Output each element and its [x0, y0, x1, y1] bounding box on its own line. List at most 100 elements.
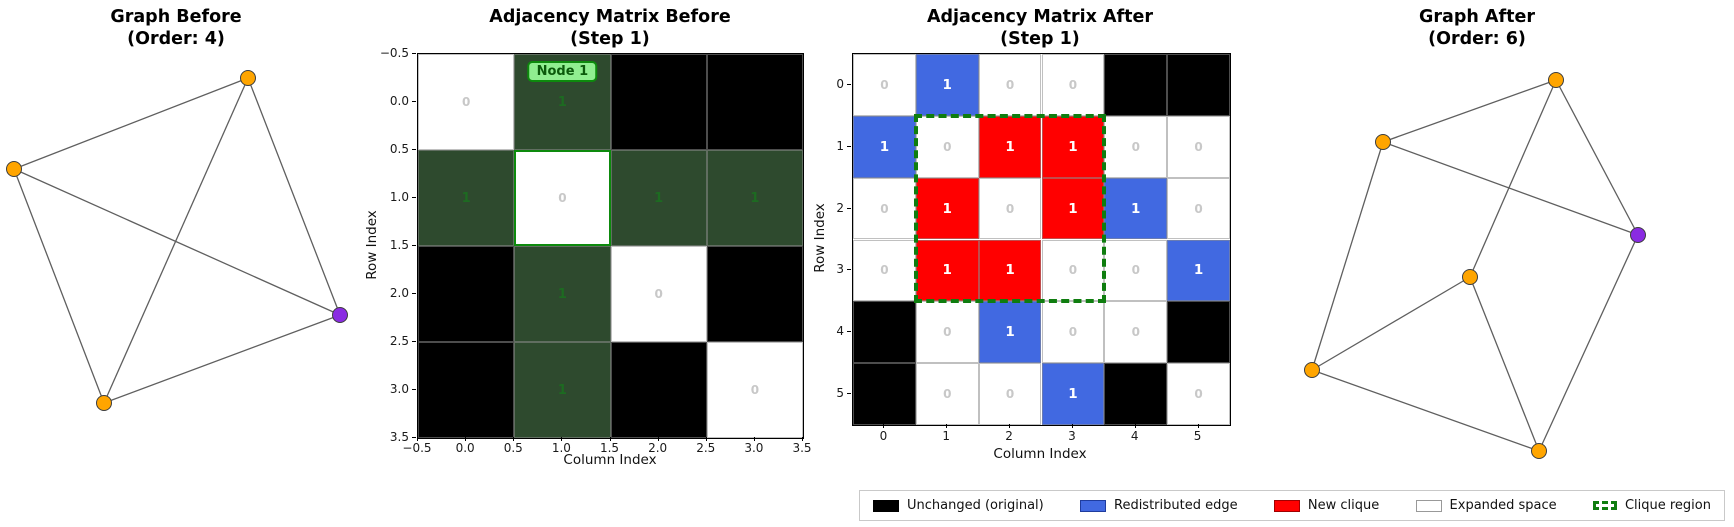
legend-label: Unchanged (original): [907, 498, 1044, 513]
x-tick-mark: [1134, 424, 1136, 428]
title-matrix-after-line2: (Step 1): [1000, 29, 1080, 49]
title-matrix-before: Adjacency Matrix Before (Step 1): [460, 6, 760, 50]
node-1-badge: Node 1: [527, 61, 598, 82]
graph-node-graph_after-4-orange: [1304, 362, 1320, 378]
graph-edge: [1382, 141, 1639, 236]
y-tick-mark: [412, 149, 416, 150]
title-graph-after-line1: Graph After: [1419, 7, 1535, 27]
ylabel-matrix-after: Row Index: [812, 203, 828, 273]
matrix-cell-matrix_after-r2c2: 0: [978, 177, 1042, 240]
legend-item-unchanged-original-: Unchanged (original): [873, 498, 1044, 513]
y-tick-mark: [847, 269, 851, 271]
legend-item-expanded-space: Expanded space: [1415, 498, 1557, 513]
y-tick-label: 1.0: [389, 190, 409, 204]
x-tick-label: 0: [879, 429, 888, 443]
y-tick-label: 0.5: [389, 142, 409, 156]
x-tick-label: 4: [1130, 429, 1139, 443]
matrix-cell-matrix_after-r0c5: [1167, 54, 1230, 116]
legend-item-redistributed-edge: Redistributed edge: [1080, 498, 1238, 513]
y-tick-mark: [412, 293, 416, 294]
graph-edge: [13, 168, 105, 404]
matrix-cell-matrix_after-r1c4: 0: [1104, 115, 1168, 178]
matrix-cell-matrix_after-r1c3: 1: [1041, 115, 1105, 178]
y-tick-label: 2.5: [389, 334, 409, 348]
y-tick-mark: [847, 83, 851, 85]
legend-label: New clique: [1307, 498, 1380, 513]
graph-edge: [1311, 276, 1471, 371]
x-tick-label: −0.5: [402, 441, 432, 455]
matrix-cell-matrix_after-r0c0: 0: [853, 54, 916, 116]
matrix-cell-matrix_before-r1c1: 0: [514, 150, 611, 246]
x-tick-label: 1.0: [551, 441, 571, 455]
clique-region-outline: [913, 113, 1107, 304]
matrix-cell-matrix_after-r1c2: 1: [978, 115, 1042, 178]
x-tick-mark: [657, 437, 659, 441]
x-tick-label: 0.0: [455, 441, 475, 455]
graph-edge: [247, 77, 341, 316]
x-tick-mark: [513, 437, 515, 441]
x-tick-mark: [609, 437, 611, 441]
matrix-cell-matrix_after-r1c5: 0: [1167, 115, 1230, 178]
matrix-cell-matrix_after-r3c5: 1: [1167, 239, 1230, 302]
matrix-cell-matrix_before-r1c2: 1: [610, 150, 707, 246]
y-tick-mark: [412, 197, 416, 198]
x-tick-mark: [465, 437, 467, 441]
matrix-cell-matrix_after-r0c3: 0: [1041, 54, 1105, 116]
legend: Unchanged (original) Redistributed edge Ne…: [859, 490, 1725, 521]
matrix-cell-matrix_after-r2c3: 1: [1041, 177, 1105, 240]
matrix-cell-matrix_after-r0c1: 1: [915, 54, 979, 116]
graph-node-graph_after-2-purple: [1630, 227, 1646, 243]
graph-node-graph_after-1-orange: [1375, 134, 1391, 150]
matrix-cell-matrix_after-r4c2: 1: [978, 301, 1042, 364]
x-tick-label: 3.0: [744, 441, 764, 455]
y-tick-label: −0.5: [379, 46, 409, 60]
xlabel-matrix-after: Column Index: [993, 446, 1087, 462]
graph-edge: [103, 77, 249, 404]
matrix-cell-matrix_after-r5c5: 0: [1167, 363, 1230, 425]
title-matrix-before-line1: Adjacency Matrix Before: [489, 7, 731, 27]
y-tick-label: 0.0: [389, 94, 409, 108]
graph-node-graph_after-3-orange: [1462, 269, 1478, 285]
legend-item-new-clique: New clique: [1273, 498, 1380, 513]
y-tick-label: 3: [836, 262, 844, 277]
matrix-cell-matrix_after-r5c1: 0: [915, 363, 979, 425]
y-tick-label: 2.0: [389, 286, 409, 300]
title-graph-after: Graph After (Order: 6): [1327, 6, 1627, 50]
y-tick-label: 5: [836, 386, 844, 401]
x-tick-mark: [561, 437, 563, 441]
matrix-cell-matrix_before-r3c3: 0: [706, 342, 803, 438]
x-tick-label: 2: [1005, 429, 1013, 443]
x-tick-label: 3: [1068, 429, 1076, 443]
matrix-cell-matrix_after-r1c0: 1: [853, 115, 916, 178]
x-tick-label: 5: [1193, 429, 1202, 443]
matrix-cell-matrix_before-r2c2: 0: [610, 246, 707, 342]
xlabel-matrix-before: Column Index: [563, 452, 657, 468]
y-tick-mark: [847, 207, 851, 209]
matrix-cell-matrix_before-r3c1: 1: [514, 342, 611, 438]
legend-label: Clique region: [1624, 498, 1711, 513]
x-tick-mark: [705, 437, 707, 441]
matrix-cell-matrix_after-r0c4: [1104, 54, 1168, 116]
y-tick-label: 3.0: [389, 382, 409, 396]
graph-edge: [1382, 79, 1557, 143]
legend-swatch: [1415, 499, 1442, 512]
y-tick-mark: [847, 331, 851, 333]
title-matrix-after: Adjacency Matrix After (Step 1): [890, 6, 1190, 50]
x-tick-label: 1.5: [599, 441, 620, 455]
y-tick-mark: [412, 53, 416, 54]
matrix-cell-matrix_after-r2c0: 0: [853, 177, 916, 240]
y-tick-label: 0: [836, 76, 844, 91]
x-tick-mark: [1071, 424, 1073, 428]
y-tick-mark: [847, 145, 851, 147]
matrix-cell-matrix_after-r5c4: [1104, 363, 1168, 425]
matrix-cell-matrix_after-r3c4: 0: [1104, 239, 1168, 302]
matrix-cell-matrix_after-r3c2: 1: [978, 239, 1042, 302]
legend-label: Expanded space: [1449, 498, 1557, 513]
y-tick-label: 1: [836, 138, 844, 153]
y-tick-mark: [412, 437, 416, 438]
x-tick-mark: [946, 424, 948, 428]
title-graph-before: Graph Before (Order: 4): [26, 6, 326, 50]
x-tick-mark: [1009, 424, 1011, 428]
matrix-cell-matrix_after-r2c5: 0: [1167, 177, 1230, 240]
